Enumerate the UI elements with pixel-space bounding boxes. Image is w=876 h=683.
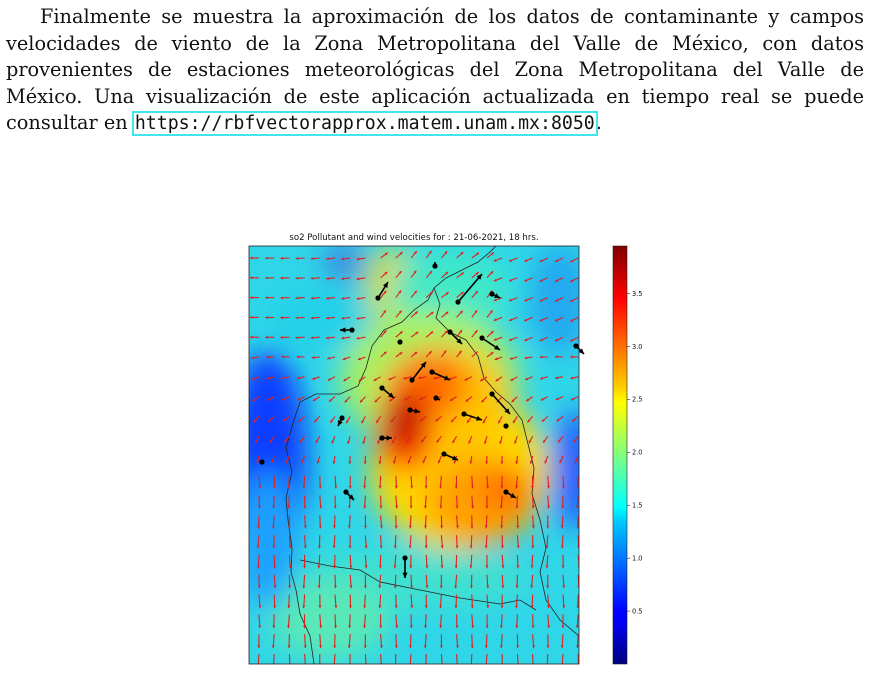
figure-title: so2 Pollutant and wind velocities for : … [289,233,538,243]
wind-vector-field [250,250,579,664]
colorbar-tick-label: 0.5 [632,607,643,615]
body-paragraph: Finalmente se muestra la aproximación de… [6,4,864,138]
colorbar-tick-label: 2.5 [632,396,643,404]
paragraph-text-after-link: . [595,111,602,135]
colorbar-tick-label: 1.5 [632,502,643,510]
colorbar-tick-label: 3.5 [632,290,643,298]
pollutant-heatmap [249,246,579,664]
colorbar-tick-label: 2.0 [632,449,643,457]
paragraph-text-before-link: Finalmente se muestra la aproximación de… [6,5,864,135]
colorbar-ticks: 0.5 1.0 1.5 2.0 2.5 3.0 3.5 [627,290,643,615]
station-markers [259,262,585,578]
colorbar-tick-label: 3.0 [632,343,643,351]
colorbar-tick-label: 1.0 [632,554,643,562]
colorbar-gradient [612,245,628,665]
plot-frame [248,245,580,665]
visualization-link[interactable]: https://rbfvectorapprox.matem.unam.mx:80… [131,111,598,137]
colorbar: 0.5 1.0 1.5 2.0 2.5 3.0 3.5 [612,245,643,665]
